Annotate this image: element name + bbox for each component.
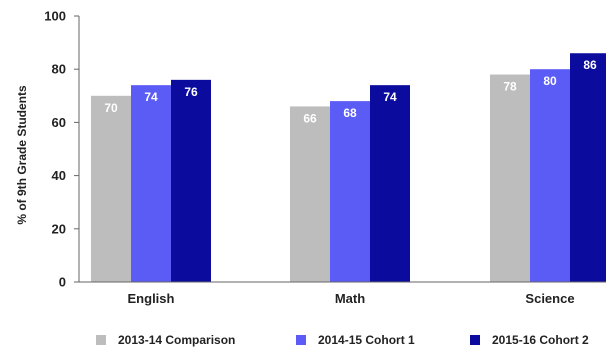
bar (330, 101, 370, 283)
bar-value-label: 68 (343, 106, 357, 120)
x-category-label: Science (525, 291, 574, 306)
bar (91, 95, 131, 282)
bar (131, 85, 171, 282)
y-tick-label: 0 (59, 275, 66, 290)
y-tick-label: 20 (52, 221, 66, 236)
y-tick-label: 80 (52, 62, 66, 77)
y-tick-label: 100 (44, 9, 66, 24)
bar-value-label: 70 (104, 101, 118, 115)
legend-swatch (296, 335, 306, 345)
bar-value-label: 66 (303, 111, 317, 125)
y-axis-label: % of 9th Grade Students (15, 85, 29, 225)
bar-value-label: 74 (383, 90, 397, 104)
legend-label: 2015-16 Cohort 2 (492, 333, 589, 347)
legend-label: 2013-14 Comparison (118, 333, 235, 347)
y-tick-label: 40 (52, 168, 66, 183)
bar (171, 79, 211, 282)
bar-value-label: 86 (583, 58, 597, 72)
legend-swatch (470, 335, 480, 345)
legend-label: 2014-15 Cohort 1 (318, 333, 415, 347)
y-tick-label: 60 (52, 115, 66, 130)
bar-value-label: 78 (503, 80, 517, 94)
bar-value-label: 74 (144, 90, 158, 104)
bar (290, 106, 330, 282)
bar (530, 69, 570, 282)
legend-swatch (96, 335, 106, 345)
x-category-label: English (128, 291, 175, 306)
bar-value-label: 80 (543, 74, 557, 88)
x-category-label: Math (335, 291, 365, 306)
bar (490, 74, 530, 283)
bar (570, 53, 606, 282)
bar-value-label: 76 (184, 85, 198, 99)
bar (370, 85, 410, 282)
